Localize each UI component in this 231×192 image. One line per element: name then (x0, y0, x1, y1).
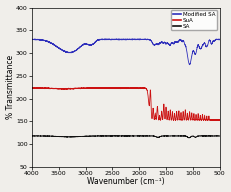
Modified SA (150, 40, 153, 42)
SA (119, 135, 122, 137)
Y-axis label: % Transmittance: % Transmittance (6, 55, 15, 119)
SA (30, 135, 33, 137)
SA (142, 135, 145, 137)
SuA (98, 87, 101, 90)
Modified SA (98, 38, 101, 41)
SA (98, 135, 101, 137)
Modified SA (188, 64, 191, 66)
Modified SA (142, 38, 145, 41)
Line: SA: SA (32, 136, 220, 138)
SuA (30, 87, 33, 89)
SuA (216, 119, 219, 122)
SA (188, 137, 191, 139)
X-axis label: Wavenumber (cm⁻¹): Wavenumber (cm⁻¹) (87, 177, 164, 186)
SuA (119, 87, 122, 89)
SuA (150, 107, 153, 110)
Legend: Modified SA, SuA, SA: Modified SA, SuA, SA (171, 10, 217, 30)
SA (32, 135, 34, 137)
SA (204, 135, 207, 137)
SuA (70, 87, 73, 90)
SuA (142, 87, 145, 90)
Line: Modified SA: Modified SA (32, 39, 220, 65)
Modified SA (30, 38, 33, 41)
SuA (204, 118, 207, 120)
SA (150, 135, 153, 137)
SuA (218, 119, 221, 121)
SA (218, 135, 221, 137)
Modified SA (204, 43, 207, 45)
Modified SA (218, 38, 221, 41)
Modified SA (119, 38, 122, 41)
Line: SuA: SuA (32, 88, 220, 121)
SA (70, 136, 73, 138)
Modified SA (137, 38, 140, 40)
SuA (36, 86, 39, 89)
Modified SA (70, 51, 73, 53)
